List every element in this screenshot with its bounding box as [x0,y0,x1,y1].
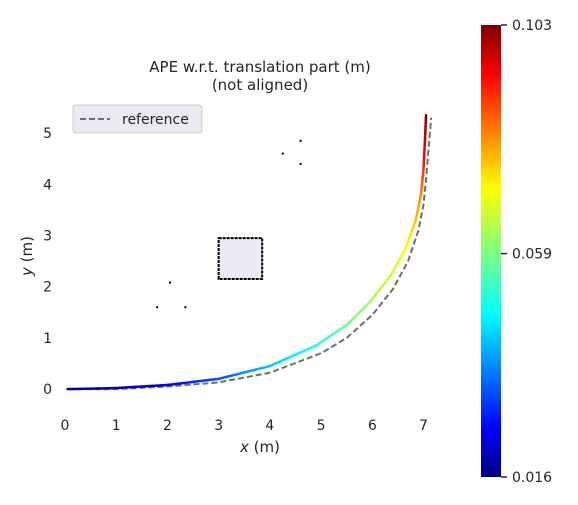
x-tick-label: 4 [265,418,274,434]
y-tick-label: 5 [43,126,52,142]
obstacle-square-0 [217,237,264,281]
y-axis-label: y (m) [18,236,36,277]
x-tick-label: 0 [61,418,70,434]
y-tick-label: 0 [43,382,52,398]
y-tick-label: 2 [43,280,52,296]
x-tick-label: 7 [419,418,428,434]
reference-line-path [67,117,433,391]
obstacle-dot-1 [299,139,302,142]
y-axis-ticks: 0 1 2 3 4 5 [43,126,52,398]
legend: reference [72,104,203,134]
obstacle-dot-0 [281,152,284,155]
x-axis-label: x (m) [239,438,280,456]
legend-reference-label: reference [122,112,189,128]
y-axis-unit: (m) [18,236,36,262]
obstacle-dot-3 [168,281,171,284]
obstacle-dot-5 [184,306,187,309]
y-tick-label: 1 [43,331,52,347]
reference-trajectory [67,117,433,391]
colorbar-ticks: 0.016 0.059 0.103 [501,18,552,486]
chart-subtitle: (not aligned) [212,76,308,94]
y-tick-label: 4 [43,177,52,193]
colorbar-tick-label: 0.059 [512,247,552,263]
x-tick-label: 3 [214,418,223,434]
x-tick-label: 5 [317,418,326,434]
chart-title: APE w.r.t. translation part (m) [149,58,370,76]
obstacle-dot-2 [299,162,302,165]
ape-trajectory [66,113,428,391]
colorbar-tick-label: 0.016 [512,470,552,486]
x-axis-ticks: 0 1 2 3 4 5 6 7 [61,418,428,434]
x-tick-label: 6 [368,418,377,434]
x-axis-var: x [239,438,249,456]
y-tick-label: 3 [43,229,52,245]
legend-box [72,104,203,134]
y-axis-var: y [18,266,36,277]
colorbar: 0.016 0.059 0.103 [481,18,552,486]
obstacle-dot-4 [156,306,159,309]
x-tick-label: 1 [112,418,121,434]
x-axis-unit: (m) [254,438,280,456]
colorbar-tick-label: 0.103 [512,18,552,34]
map-obstacles [156,139,302,309]
colorbar-gradient [481,25,501,477]
x-tick-label: 2 [163,418,172,434]
